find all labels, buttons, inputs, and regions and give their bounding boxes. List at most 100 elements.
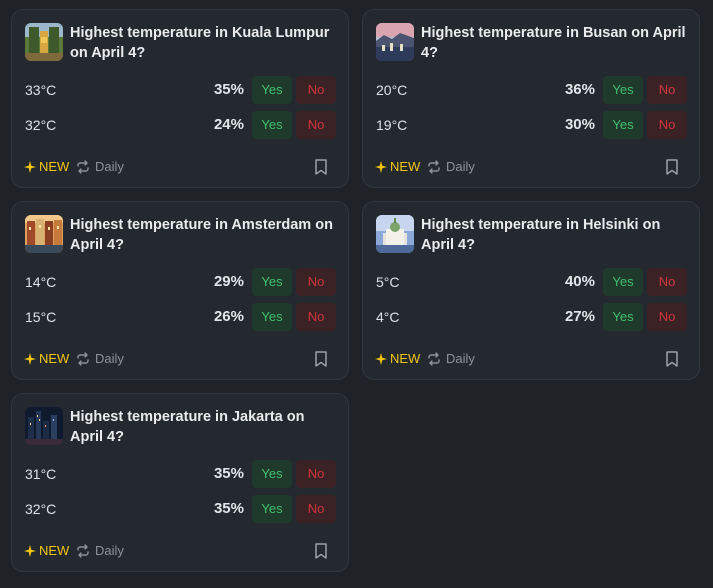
sparkle-icon [375, 352, 387, 365]
bookmark-icon[interactable] [313, 542, 329, 560]
market-title[interactable]: Highest temperature in Busan on April 4? [421, 25, 686, 61]
market-card[interactable]: Highest temperature in Helsinki on April… [362, 201, 700, 380]
market-title[interactable]: Highest temperature in Helsinki on April… [421, 217, 661, 253]
outcome-row: 15°C 26% Yes No [25, 303, 336, 331]
helsinki-photo-icon [376, 215, 414, 253]
recurrence-label: Daily [95, 351, 124, 366]
outcome-probability: 35% [213, 81, 244, 98]
bookmark-icon[interactable] [313, 158, 329, 176]
new-badge: NEW [24, 159, 69, 174]
outcome-probability: 26% [213, 308, 244, 325]
outcome-row: 19°C 30% Yes No [376, 111, 687, 139]
recurrence-label: Daily [95, 543, 124, 558]
card-footer: NEW Daily [24, 542, 336, 560]
kuala-lumpur-thumbnail [25, 23, 63, 61]
new-badge-label: NEW [39, 351, 70, 366]
yes-button[interactable]: Yes [603, 76, 643, 104]
sparkle-icon [24, 544, 36, 557]
repeat-icon [77, 543, 89, 558]
market-card[interactable]: Highest temperature in Amsterdam on Apri… [11, 201, 349, 380]
outcome-probability: 36% [564, 81, 595, 98]
new-badge: NEW [375, 351, 420, 366]
outcome-label: 4°C [376, 309, 400, 325]
no-button[interactable]: No [647, 76, 687, 104]
card-footer: NEW Daily [24, 158, 336, 176]
yes-button[interactable]: Yes [252, 111, 292, 139]
repeat-icon [428, 159, 440, 174]
yes-button[interactable]: Yes [252, 303, 292, 331]
new-badge-label: NEW [390, 351, 421, 366]
outcome-label: 32°C [25, 501, 57, 517]
outcome-row: 20°C 36% Yes No [376, 76, 687, 104]
recurrence-label: Daily [446, 351, 475, 366]
outcome-probability: 35% [213, 500, 244, 517]
bookmark-icon[interactable] [313, 350, 329, 368]
new-badge-label: NEW [39, 543, 70, 558]
new-badge: NEW [24, 351, 69, 366]
helsinki-thumbnail [376, 215, 414, 253]
outcome-row: 32°C 24% Yes No [25, 111, 336, 139]
amsterdam-photo-icon [25, 215, 63, 253]
new-badge: NEW [375, 159, 420, 174]
outcome-probability: 24% [213, 116, 244, 133]
yes-button[interactable]: Yes [252, 460, 292, 488]
outcome-label: 19°C [376, 117, 408, 133]
yes-button[interactable]: Yes [252, 76, 292, 104]
bookmark-icon[interactable] [664, 158, 680, 176]
jakarta-thumbnail [25, 407, 63, 445]
outcome-probability: 40% [564, 273, 595, 290]
new-badge-label: NEW [390, 159, 421, 174]
outcome-label: 14°C [25, 274, 57, 290]
no-button[interactable]: No [647, 303, 687, 331]
no-button[interactable]: No [296, 111, 336, 139]
no-button[interactable]: No [296, 495, 336, 523]
amsterdam-thumbnail [25, 215, 63, 253]
repeat-icon [77, 351, 89, 366]
no-button[interactable]: No [296, 268, 336, 296]
market-title[interactable]: Highest temperature in Kuala Lumpur on A… [70, 25, 330, 61]
yes-button[interactable]: Yes [603, 303, 643, 331]
market-card[interactable]: Highest temperature in Kuala Lumpur on A… [11, 9, 349, 188]
card-footer: NEW Daily [375, 350, 687, 368]
outcome-probability: 30% [564, 116, 595, 133]
bookmark-icon[interactable] [664, 350, 680, 368]
outcome-row: 31°C 35% Yes No [25, 460, 336, 488]
sparkle-icon [375, 160, 387, 173]
no-button[interactable]: No [296, 303, 336, 331]
outcome-label: 20°C [376, 82, 408, 98]
outcome-label: 33°C [25, 82, 57, 98]
yes-button[interactable]: Yes [603, 111, 643, 139]
market-title[interactable]: Highest temperature in Jakarta on April … [70, 409, 305, 445]
no-button[interactable]: No [647, 268, 687, 296]
outcome-probability: 29% [213, 273, 244, 290]
market-title[interactable]: Highest temperature in Amsterdam on Apri… [70, 217, 333, 253]
outcome-probability: 35% [213, 465, 244, 482]
market-card[interactable]: Highest temperature in Busan on April 4?… [362, 9, 700, 188]
outcome-label: 5°C [376, 274, 400, 290]
recurrence-tag: Daily [427, 159, 475, 174]
repeat-icon [77, 159, 89, 174]
outcome-row: 5°C 40% Yes No [376, 268, 687, 296]
outcome-row: 14°C 29% Yes No [25, 268, 336, 296]
no-button[interactable]: No [296, 460, 336, 488]
no-button[interactable]: No [647, 111, 687, 139]
recurrence-label: Daily [95, 159, 124, 174]
new-badge-label: NEW [39, 159, 70, 174]
kuala-lumpur-photo-icon [25, 23, 63, 61]
outcome-label: 32°C [25, 117, 57, 133]
market-card[interactable]: Highest temperature in Jakarta on April … [11, 393, 349, 572]
yes-button[interactable]: Yes [252, 495, 292, 523]
card-footer: NEW Daily [375, 158, 687, 176]
outcome-row: 32°C 35% Yes No [25, 495, 336, 523]
outcome-label: 31°C [25, 466, 57, 482]
yes-button[interactable]: Yes [252, 268, 292, 296]
recurrence-label: Daily [446, 159, 475, 174]
recurrence-tag: Daily [76, 543, 124, 558]
recurrence-tag: Daily [427, 351, 475, 366]
yes-button[interactable]: Yes [603, 268, 643, 296]
no-button[interactable]: No [296, 76, 336, 104]
outcome-label: 15°C [25, 309, 57, 325]
recurrence-tag: Daily [76, 159, 124, 174]
busan-thumbnail [376, 23, 414, 61]
